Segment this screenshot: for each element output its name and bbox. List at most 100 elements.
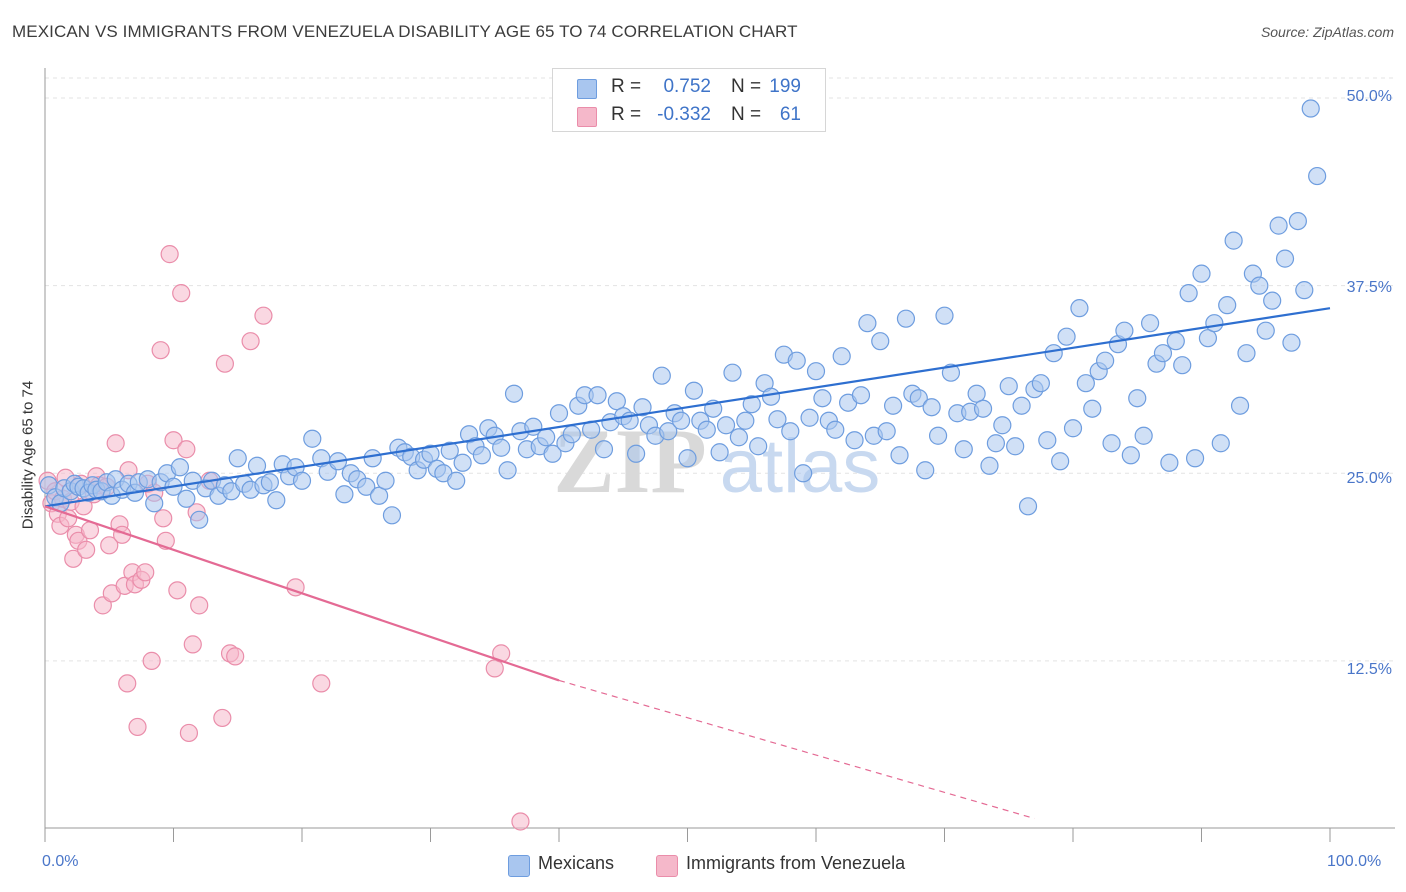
venezuela-point-14	[77, 540, 96, 559]
legend-swatch-mexicans	[508, 855, 530, 877]
chart-title: MEXICAN VS IMMIGRANTS FROM VENEZUELA DIS…	[12, 22, 798, 41]
mexicans-point-147	[973, 399, 993, 418]
mexicans-point-20	[145, 494, 164, 513]
mexicans-point-33	[228, 449, 247, 468]
x-tick-0: 0.0%	[42, 853, 79, 870]
swatch-mexicans	[577, 79, 597, 99]
mexicans-point-167	[1102, 434, 1121, 453]
mexicans-point-48	[335, 485, 354, 504]
venezuela-point-44	[177, 440, 196, 459]
mexicans-point-144	[954, 440, 973, 459]
mexicans-point-74	[504, 384, 524, 403]
legend: Mexicans Immigrants from Venezuela	[0, 853, 1406, 877]
mexicans-point-61	[421, 444, 440, 463]
mexicans-point-115	[768, 410, 787, 429]
mexicans-point-38	[260, 473, 279, 492]
mexicans-point-25	[177, 489, 196, 508]
stats-box: R = 0.752 N = 199 R = -0.332 N = 61	[552, 68, 826, 132]
mexicans-point-94	[633, 398, 652, 417]
mexicans-point-196	[1288, 212, 1307, 231]
mexicans-point-65	[447, 471, 466, 490]
mexicans-point-166	[1096, 351, 1115, 370]
mexicans-point-104	[697, 420, 716, 439]
mexicans-point-176	[1160, 453, 1179, 472]
mexicans-point-129	[858, 314, 877, 333]
mexicans-point-148	[980, 456, 999, 475]
trend-line-mexicans	[44, 307, 1331, 508]
mexicans-point-153	[1012, 396, 1031, 415]
y-tick-50: 50.0%	[1346, 88, 1392, 105]
legend-label-mexicans: Mexicans	[538, 853, 615, 873]
mexicans-point-194	[1275, 249, 1295, 268]
n-value: 199	[769, 76, 801, 97]
mexicans-point-53	[370, 486, 389, 505]
mexicans-point-171	[1128, 389, 1147, 408]
mexicans-point-185	[1218, 296, 1237, 315]
series-venezuela-points	[38, 245, 530, 831]
mexicans-point-106	[710, 443, 729, 462]
mexicans-point-159	[1051, 452, 1070, 471]
y-tick-12-5: 12.5%	[1346, 661, 1392, 678]
grid-lines	[45, 77, 1395, 662]
venezuela-point-27	[118, 674, 137, 693]
mexicans-point-177	[1166, 332, 1185, 351]
mexicans-point-175	[1153, 344, 1173, 363]
swatch-venezuela	[577, 107, 597, 127]
mexicans-point-73	[498, 461, 517, 480]
venezuela-point-53	[226, 647, 245, 666]
mexicans-point-152	[1006, 437, 1025, 456]
source-label: Source: ZipAtlas.com	[1260, 24, 1394, 40]
y-tick-25: 25.0%	[1346, 470, 1392, 487]
mexicans-point-160	[1057, 327, 1076, 346]
mexicans-point-118	[787, 351, 806, 370]
y-axis-label: Disability Age 65 to 74	[19, 380, 37, 530]
series-mexicans-points	[39, 99, 1327, 529]
mexicans-point-39	[267, 491, 286, 510]
r-label: R =	[611, 76, 642, 97]
mexicans-point-101	[678, 449, 697, 468]
mexicans-point-69	[472, 446, 491, 465]
mexicans-point-161	[1063, 419, 1083, 438]
mexicans-point-139	[922, 398, 941, 417]
mexicans-point-51	[357, 477, 376, 496]
venezuela-point-50	[213, 708, 232, 728]
venezuela-point-33	[136, 563, 155, 582]
venezuela-point-58	[485, 659, 504, 678]
mexicans-point-162	[1070, 299, 1089, 318]
mexicans-point-169	[1115, 321, 1134, 340]
mexicans-point-156	[1031, 374, 1050, 393]
mexicans-point-183	[1205, 314, 1224, 333]
mexicans-point-190	[1250, 276, 1269, 295]
mexicans-point-117	[781, 422, 800, 441]
mexicans-point-184	[1211, 434, 1230, 453]
mexicans-point-197	[1295, 281, 1314, 300]
mexicans-point-109	[729, 428, 749, 447]
mexicans-point-97	[652, 366, 671, 385]
r-label: R =	[611, 104, 642, 125]
stats-row-venezuela: R = -0.332 N = 61	[553, 101, 825, 129]
venezuela-point-54	[241, 332, 260, 351]
mexicans-point-186	[1224, 231, 1243, 250]
venezuela-point-31	[128, 717, 147, 737]
mexicans-point-150	[993, 416, 1012, 435]
mexicans-point-111	[742, 395, 761, 414]
venezuela-point-51	[215, 354, 234, 373]
mexicans-point-112	[749, 437, 768, 456]
venezuela-point-41	[164, 431, 183, 450]
mexicans-point-24	[170, 458, 190, 477]
mexicans-point-90	[607, 392, 626, 411]
mexicans-point-137	[909, 389, 928, 408]
mexicans-point-127	[845, 431, 864, 450]
mexicans-point-180	[1185, 449, 1205, 468]
mexicans-point-114	[761, 387, 781, 406]
mexicans-point-135	[896, 309, 916, 328]
mexicans-point-125	[832, 347, 851, 366]
y-tick-37-5: 37.5%	[1346, 279, 1392, 296]
venezuela-point-9	[64, 549, 83, 568]
mexicans-point-108	[723, 363, 742, 382]
mexicans-point-173	[1140, 314, 1160, 333]
trend-lines	[44, 307, 1331, 820]
mexicans-point-79	[537, 428, 556, 447]
mexicans-point-88	[594, 440, 614, 459]
